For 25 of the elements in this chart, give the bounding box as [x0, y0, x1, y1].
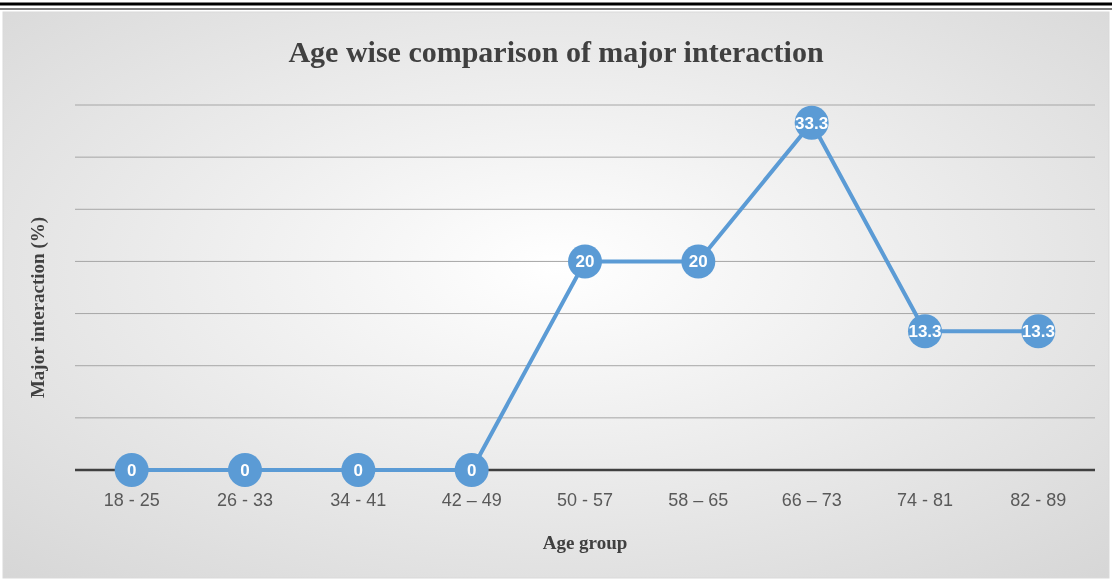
y-axis-title: Major interaction (%) [27, 216, 49, 399]
x-axis-title: Age group [542, 532, 628, 553]
x-tick-label: 34 - 41 [330, 490, 387, 510]
data-label: 20 [575, 252, 595, 272]
data-label: 0 [353, 460, 364, 480]
chart-title: Age wise comparison of major interaction [288, 35, 824, 68]
point [228, 453, 262, 487]
x-tick-label: 42 – 49 [441, 490, 502, 510]
data-label: 0 [466, 460, 477, 480]
x-tick-label: 74 - 81 [896, 490, 954, 510]
x-tick-label: 50 - 57 [556, 490, 614, 510]
data-label: 13.3 [908, 322, 942, 342]
data-label: 33.3 [795, 113, 829, 133]
point [454, 453, 489, 487]
x-tick-label: 58 – 65 [668, 490, 729, 510]
x-tick-label: 18 - 25 [103, 490, 160, 510]
x-tick-label: 26 - 33 [216, 490, 274, 510]
data-label: 0 [240, 460, 250, 480]
data-label: 0 [126, 460, 137, 480]
data-label: 20 [688, 252, 708, 272]
point [341, 453, 376, 487]
point [114, 453, 149, 487]
data-label: 13.3 [1021, 322, 1055, 342]
x-tick-label: 82 - 89 [1010, 490, 1067, 510]
x-tick-label: 66 – 73 [781, 490, 842, 510]
